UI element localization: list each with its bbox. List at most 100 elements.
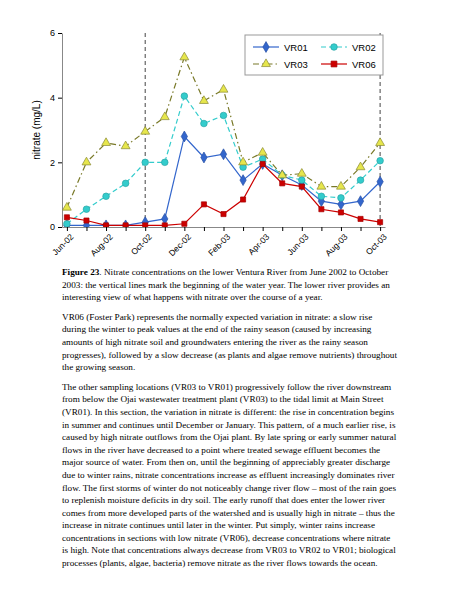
x-tick-mark <box>145 227 146 231</box>
data-point <box>62 202 71 210</box>
x-tick <box>86 227 87 231</box>
x-tick <box>361 227 362 231</box>
y-tick-mark <box>58 227 62 228</box>
x-tick: Jun-03 <box>285 227 311 257</box>
data-point <box>241 197 246 202</box>
x-tick-mark <box>106 227 107 231</box>
data-point <box>161 159 168 166</box>
data-point <box>338 195 345 202</box>
x-tick: Apr-03 <box>246 227 271 257</box>
y-tick: 6 <box>50 28 62 38</box>
legend-box <box>245 35 383 75</box>
data-point <box>357 177 364 184</box>
data-point <box>142 217 148 227</box>
y-tick-label: 4 <box>50 93 55 103</box>
x-tick-mark <box>243 227 244 231</box>
legend-label: VR02 <box>352 42 376 53</box>
y-axis: 0 2 4 6 <box>50 28 63 232</box>
data-point <box>239 157 248 165</box>
x-tick-mark <box>67 227 68 231</box>
series-line <box>67 164 380 225</box>
document-body: Figure 23. Nitrate concentrations on the… <box>62 266 398 577</box>
data-point <box>123 223 128 227</box>
paragraph: The other sampling locations (VR03 to VR… <box>62 381 398 570</box>
marks-inner <box>62 33 384 227</box>
data-point <box>318 193 325 200</box>
data-point <box>84 218 89 223</box>
data-point <box>221 212 226 217</box>
x-tick-mark <box>361 227 362 231</box>
y-tick: 4 <box>50 93 62 103</box>
data-point <box>103 193 110 200</box>
data-point <box>64 220 70 227</box>
x-tick: Aug-03 <box>323 227 350 258</box>
caption-label: Figure 23 <box>62 267 99 277</box>
y-tick-label: 6 <box>50 28 55 38</box>
legend-entry: VR01 <box>253 42 308 53</box>
x-tick-mark <box>126 227 127 231</box>
x-tick-mark <box>321 227 322 231</box>
legend-marker <box>263 42 269 53</box>
data-point <box>142 159 149 166</box>
y-tick-mark <box>58 162 62 163</box>
data-point <box>317 181 326 189</box>
x-tick-mark <box>263 227 264 231</box>
y-tick-mark <box>58 98 62 99</box>
data-point <box>162 223 167 227</box>
x-tick <box>204 227 205 231</box>
x-tick: Oct-03 <box>364 227 389 257</box>
data-point <box>299 177 306 184</box>
data-point <box>358 216 363 221</box>
legend: VR01 VR02 VR03 VR06 <box>245 35 383 75</box>
y-tick: 2 <box>50 158 62 168</box>
data-point <box>376 138 385 146</box>
data-point <box>356 162 365 170</box>
data-point <box>160 112 169 120</box>
paragraph: VR06 (Foster Park) represents the normal… <box>62 311 398 374</box>
data-point <box>377 176 383 187</box>
data-point <box>357 196 363 207</box>
plot: 0 2 4 6 Jun-02 Aug-02 Oct-02 Dec-02 Feb-03 Apr-03… <box>50 28 389 258</box>
data-point <box>122 220 128 227</box>
legend-marker <box>331 44 338 51</box>
legend-marker <box>262 59 271 67</box>
data-point <box>180 52 189 60</box>
data-point <box>319 207 324 212</box>
y-tick-mark <box>58 33 62 34</box>
x-tick-mark <box>302 227 303 231</box>
caption: Figure 23. Nitrate concentrations on the… <box>62 266 398 304</box>
x-tick-mark <box>380 227 381 231</box>
y-axis-line <box>62 34 63 228</box>
data-point <box>102 138 111 146</box>
data-point <box>199 96 208 104</box>
series-line <box>67 136 380 225</box>
x-tick: Oct-02 <box>129 227 154 257</box>
y-tick-label: 0 <box>50 222 55 232</box>
x-tick-label: Feb-03 <box>206 232 232 258</box>
x-tick-label: Aug-02 <box>88 232 115 259</box>
data-point <box>299 184 304 189</box>
legend-entry: VR03 <box>253 59 308 70</box>
x-tick-label: Oct-02 <box>129 232 154 257</box>
x-tick <box>243 227 244 231</box>
x-tick-label: Aug-03 <box>323 232 350 259</box>
data-point <box>103 223 108 227</box>
x-tick-mark <box>341 227 342 231</box>
data-point <box>260 161 265 166</box>
x-tick <box>282 227 283 231</box>
data-point <box>64 220 71 227</box>
data-point <box>240 175 246 186</box>
x-tick-label: Dec-02 <box>167 232 194 259</box>
x-tick-mark <box>204 227 205 231</box>
data-point <box>83 206 90 213</box>
x-tick-mark <box>282 227 283 231</box>
x-tick: Jun-02 <box>50 227 76 257</box>
data-point <box>64 215 69 220</box>
data-point <box>278 170 287 178</box>
x-tick: Feb-03 <box>206 227 232 258</box>
legend-marker <box>331 61 337 67</box>
legend-label: VR06 <box>352 59 376 70</box>
data-point <box>297 169 306 177</box>
data-point <box>280 181 285 186</box>
data-point <box>201 152 207 163</box>
